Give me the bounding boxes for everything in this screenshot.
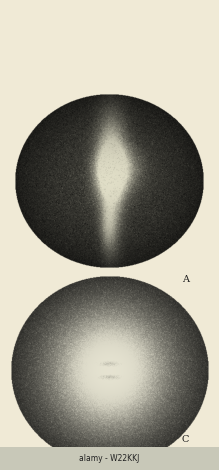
Text: A: A (182, 275, 189, 284)
Bar (0, 447, 219, 470)
Text: alamy - W22KKJ: alamy - W22KKJ (79, 454, 140, 463)
Text: C: C (182, 435, 189, 444)
